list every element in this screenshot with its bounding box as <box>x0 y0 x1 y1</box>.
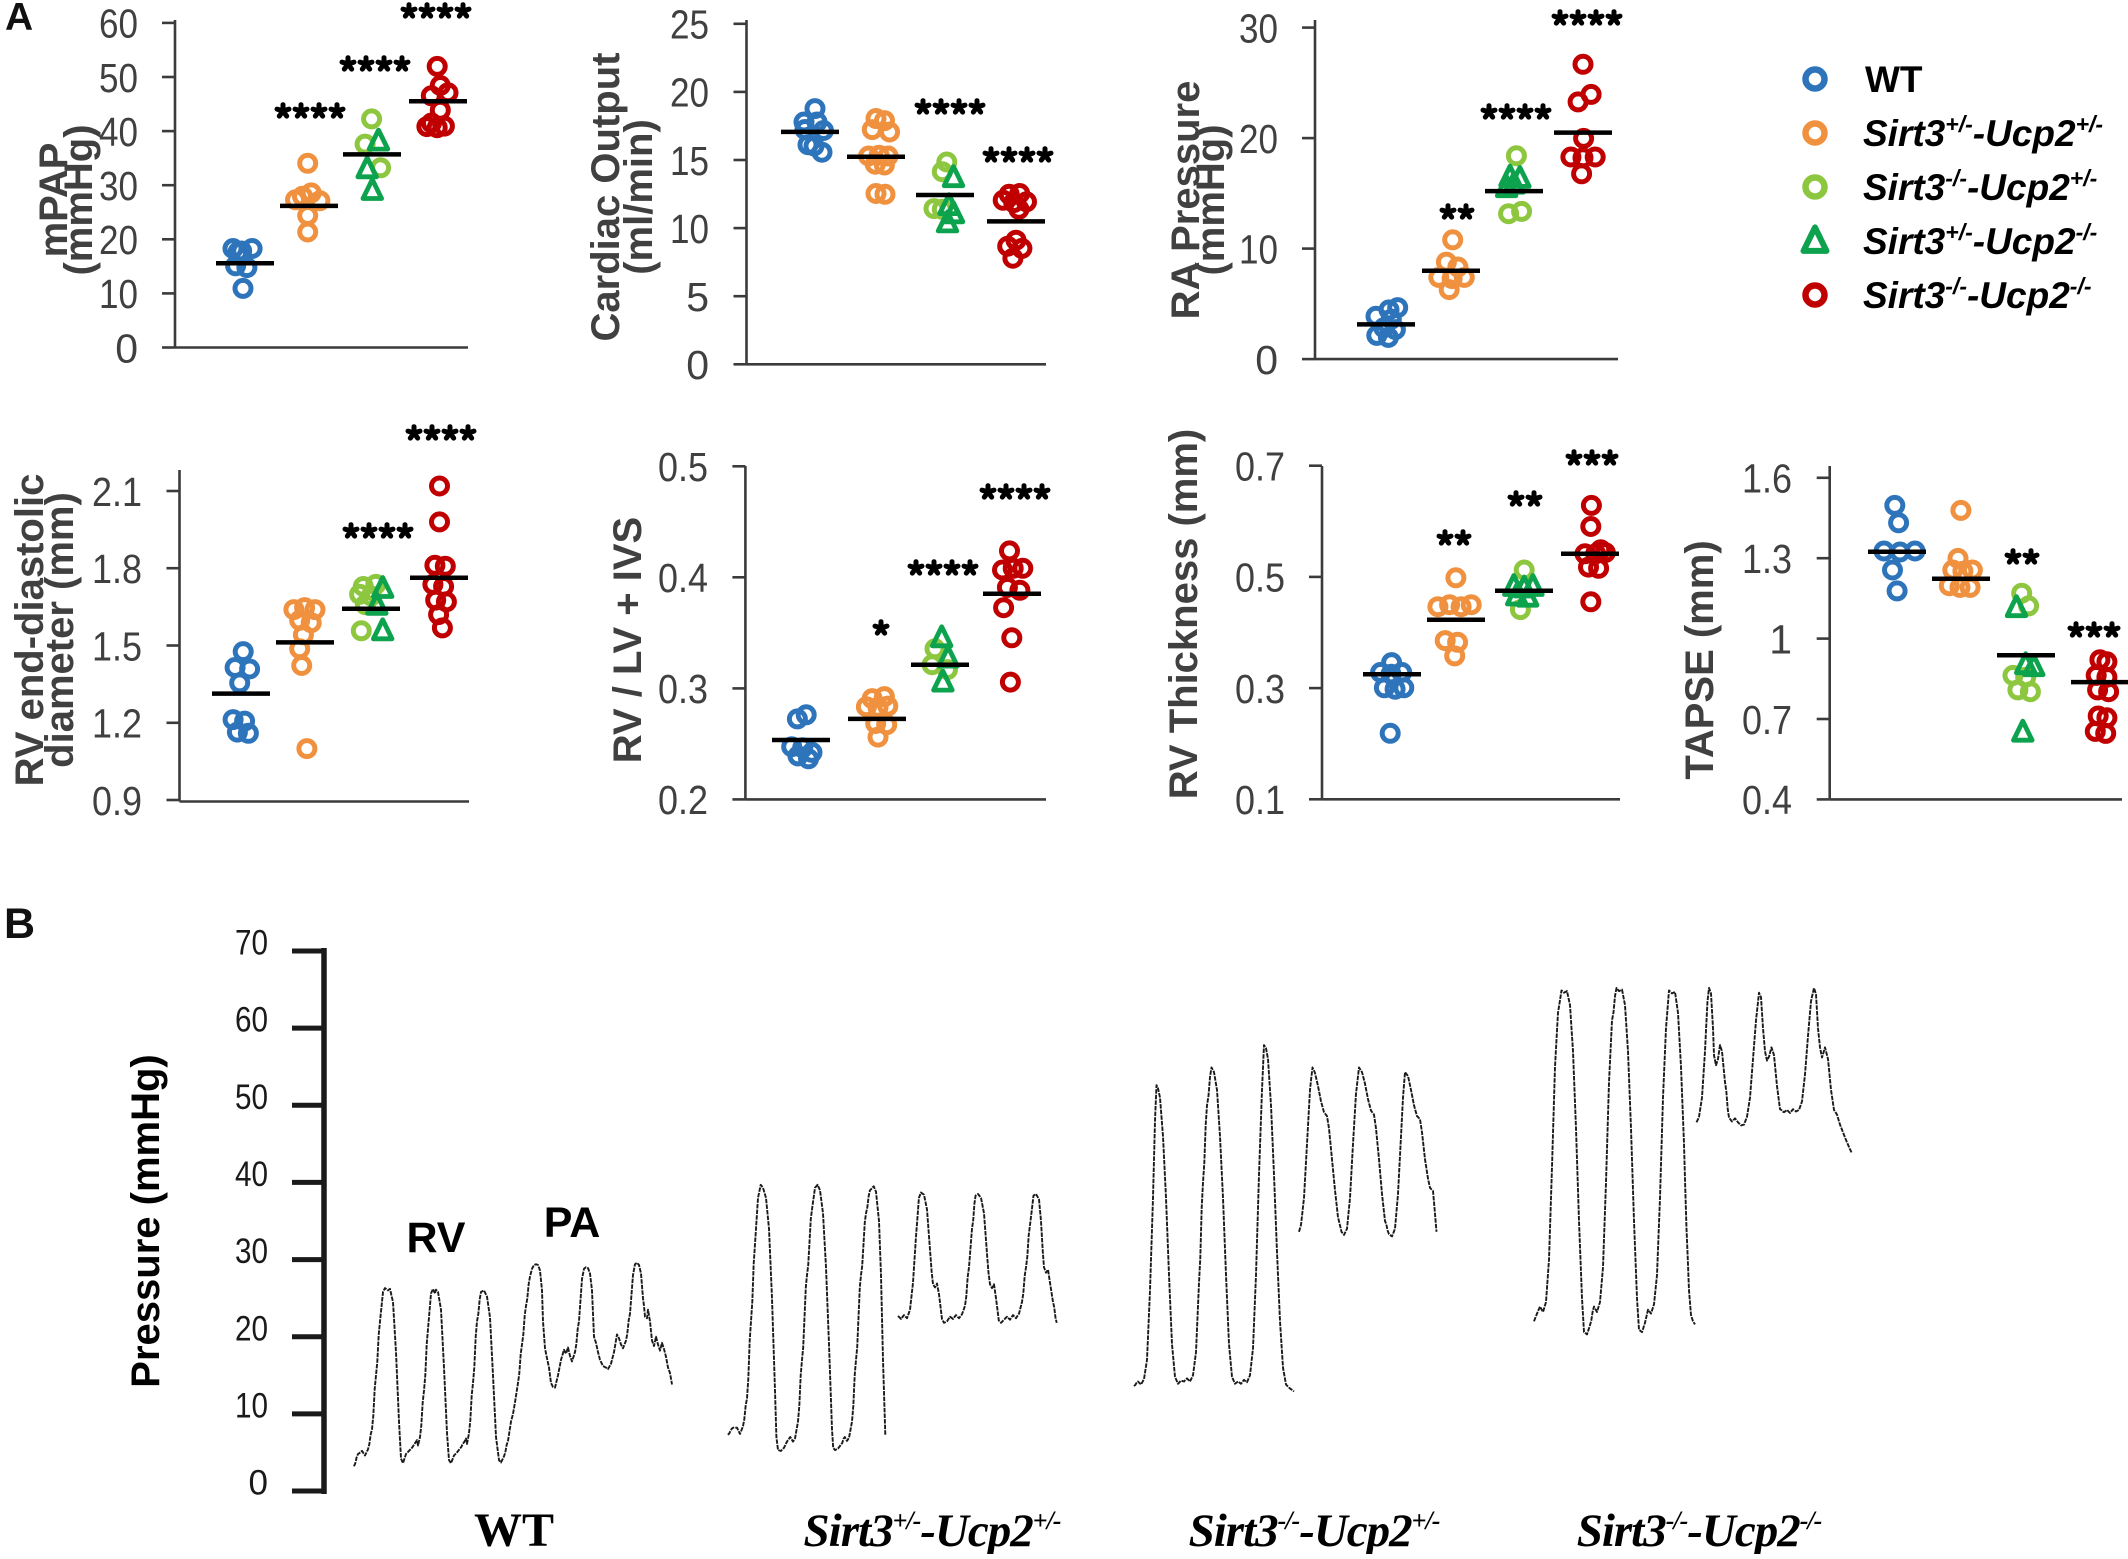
svg-text:30: 30 <box>99 163 138 209</box>
svg-text:60: 60 <box>99 1 138 47</box>
svg-text:50: 50 <box>235 1078 268 1117</box>
svg-text:40: 40 <box>99 109 138 155</box>
svg-text:1.6: 1.6 <box>1742 456 1792 502</box>
svg-text:1: 1 <box>1769 616 1792 662</box>
svg-text:0: 0 <box>686 342 709 388</box>
svg-text:RV: RV <box>407 1214 466 1262</box>
svg-text:(ml/min): (ml/min) <box>617 119 661 275</box>
svg-text:0.7: 0.7 <box>1742 697 1792 743</box>
svg-text:Sirt3+/--Ucp2+/-: Sirt3+/--Ucp2+/- <box>1863 111 2103 154</box>
svg-text:PA: PA <box>544 1199 601 1247</box>
svg-text:1.2: 1.2 <box>92 701 142 747</box>
svg-text:mPAP: mPAP <box>32 143 76 258</box>
svg-text:0.1: 0.1 <box>1235 777 1285 823</box>
svg-text:RV Thickness (mm): RV Thickness (mm) <box>1162 429 1206 800</box>
svg-text:10: 10 <box>670 206 709 252</box>
svg-text:2.1: 2.1 <box>92 469 142 515</box>
svg-text:Sirt3-/--Ucp2-/-: Sirt3-/--Ucp2-/- <box>1577 1505 1822 1554</box>
svg-text:10: 10 <box>99 271 138 317</box>
svg-text:10: 10 <box>235 1387 268 1426</box>
svg-text:40: 40 <box>235 1155 268 1194</box>
svg-text:0.3: 0.3 <box>658 666 708 712</box>
svg-text:RV end-diastolic: RV end-diastolic <box>8 474 52 787</box>
svg-text:Sirt3-/--Ucp2+/-: Sirt3-/--Ucp2+/- <box>1189 1505 1440 1554</box>
svg-text:20: 20 <box>1239 116 1278 162</box>
svg-text:RA Pressure: RA Pressure <box>1164 81 1208 320</box>
svg-text:0.4: 0.4 <box>1742 777 1792 823</box>
svg-text:10: 10 <box>1239 226 1278 272</box>
svg-text:1.3: 1.3 <box>1742 536 1792 582</box>
svg-text:1.8: 1.8 <box>92 546 142 592</box>
svg-text:0: 0 <box>1255 337 1278 383</box>
svg-text:0.2: 0.2 <box>658 777 708 823</box>
svg-text:0.3: 0.3 <box>1235 666 1285 712</box>
svg-text:0.4: 0.4 <box>658 555 708 601</box>
svg-text:B: B <box>4 900 35 948</box>
svg-text:0.9: 0.9 <box>92 778 142 824</box>
svg-text:25: 25 <box>670 2 709 48</box>
svg-text:diameter (mm): diameter (mm) <box>38 492 82 768</box>
svg-text:Sirt3-/--Ucp2-/-: Sirt3-/--Ucp2-/- <box>1863 273 2092 316</box>
svg-text:50: 50 <box>99 55 138 101</box>
svg-text:20: 20 <box>235 1309 268 1348</box>
svg-text:5: 5 <box>686 274 709 320</box>
svg-text:Pressure (mmHg): Pressure (mmHg) <box>124 1054 168 1387</box>
svg-text:0.7: 0.7 <box>1235 444 1285 490</box>
svg-text:WT: WT <box>1865 59 1923 100</box>
svg-text:30: 30 <box>1239 5 1278 51</box>
svg-text:Sirt3+/--Ucp2+/-: Sirt3+/--Ucp2+/- <box>804 1505 1061 1554</box>
svg-text:20: 20 <box>670 70 709 116</box>
svg-text:0: 0 <box>249 1464 268 1503</box>
svg-text:70: 70 <box>235 924 268 963</box>
svg-text:RV / LV + IVS: RV / LV + IVS <box>606 517 650 763</box>
svg-text:1.5: 1.5 <box>92 623 142 669</box>
svg-text:60: 60 <box>235 1001 268 1040</box>
svg-text:0.5: 0.5 <box>658 444 708 490</box>
svg-text:30: 30 <box>235 1232 268 1271</box>
svg-text:WT: WT <box>474 1504 554 1554</box>
svg-text:0.5: 0.5 <box>1235 555 1285 601</box>
svg-text:TAPSE (mm): TAPSE (mm) <box>1678 540 1722 779</box>
svg-text:(mmHg): (mmHg) <box>57 124 101 275</box>
svg-text:A: A <box>5 0 33 39</box>
svg-text:(mmHg): (mmHg) <box>1189 124 1233 275</box>
svg-text:20: 20 <box>99 217 138 263</box>
svg-text:15: 15 <box>670 138 709 184</box>
svg-text:Cardiac Output: Cardiac Output <box>584 53 628 342</box>
svg-text:Sirt3+/--Ucp2-/-: Sirt3+/--Ucp2-/- <box>1863 219 2097 262</box>
svg-text:Sirt3-/--Ucp2+/-: Sirt3-/--Ucp2+/- <box>1863 165 2097 208</box>
svg-text:0: 0 <box>115 325 138 371</box>
